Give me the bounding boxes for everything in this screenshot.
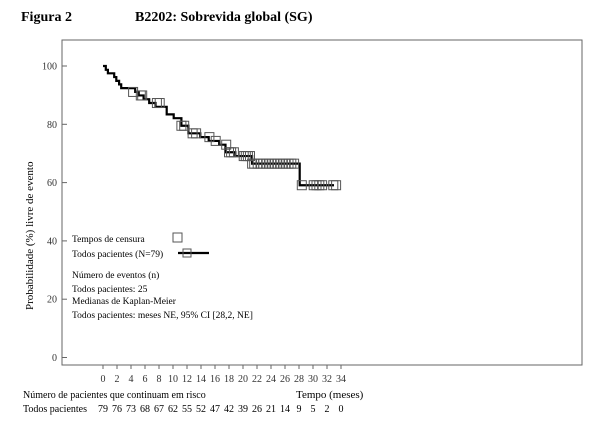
legend-censor-label: Tempos de censura: [72, 235, 145, 245]
censor-mark: [210, 135, 221, 146]
x-tick-label: 20: [238, 374, 248, 385]
x-tick-label: 4: [129, 374, 134, 385]
risk-count: 47: [210, 404, 220, 415]
y-tick-label: 40: [47, 236, 57, 247]
censor-mark: [317, 180, 328, 191]
y-tick-label: 20: [47, 295, 57, 306]
legend-series-label: Todos pacientes (N=79): [72, 249, 163, 260]
plot-frame: [61, 39, 583, 366]
risk-count: 67: [154, 404, 164, 415]
risk-count: 26: [252, 404, 262, 415]
risk-count: 62: [168, 404, 178, 415]
censor-mark: [137, 90, 148, 101]
x-tick-label: 16: [210, 374, 220, 385]
risk-count: 76: [112, 404, 122, 415]
y-tick-label: 60: [47, 178, 57, 189]
censor-mark: [191, 128, 202, 139]
risk-count: 9: [297, 404, 302, 415]
censor-mark: [154, 98, 165, 109]
risk-table-counts: 79 76 73 68 67 62 55 52 47 42 39 26 21 14 9 5 2 0: [98, 404, 344, 415]
risk-table-row-label: Todos pacientes: [23, 404, 87, 415]
x-tick-label: 30: [308, 374, 318, 385]
legend-censor-symbol: [172, 232, 183, 243]
risk-table-title: Número de pacientes que continuam em ris…: [23, 390, 206, 401]
x-tick-label: 0: [101, 374, 106, 385]
y-tick-label: 80: [47, 120, 57, 131]
x-tick-label: 14: [196, 374, 206, 385]
risk-count: 79: [98, 404, 108, 415]
x-tick-label: 8: [157, 374, 162, 385]
risk-count: 0: [339, 404, 344, 415]
legend-events-line: Todos pacientes: 25: [72, 285, 148, 295]
km-step-line: [103, 64, 334, 187]
x-tick-label: 32: [322, 374, 332, 385]
legend-events-title: Número de eventos (n): [72, 270, 159, 281]
x-tick-label: 18: [224, 374, 234, 385]
censor-mark: [289, 158, 300, 169]
censor-mark: [228, 147, 239, 158]
legend-median-line: Todos pacientes: meses NE, 95% CI [28,2,…: [72, 311, 253, 321]
risk-count: 21: [266, 404, 276, 415]
x-axis-label: Tempo (meses): [296, 389, 364, 401]
x-tick-label: 2: [115, 374, 120, 385]
figure-title: B2202: Sobrevida global (SG): [135, 10, 313, 25]
censor-mark: [204, 132, 215, 143]
risk-count: 73: [126, 404, 136, 415]
x-tick-label: 6: [143, 374, 148, 385]
risk-count: 52: [196, 404, 206, 415]
x-tick-label: 10: [168, 374, 178, 385]
risk-count: 55: [182, 404, 192, 415]
y-axis-ticks: 0 20 40 60 80 100: [42, 62, 67, 364]
y-tick-label: 100: [42, 62, 57, 73]
x-tick-label: 24: [266, 374, 276, 385]
figure-label: Figura 2: [21, 10, 72, 25]
censor-mark: [296, 180, 307, 191]
y-tick-label: 0: [52, 353, 57, 364]
risk-count: 39: [238, 404, 248, 415]
legend-series-symbol: [182, 248, 192, 258]
risk-count: 14: [280, 404, 290, 415]
y-axis-label: Probabilidade (%) livre de evento: [24, 161, 36, 310]
x-tick-label: 22: [252, 374, 262, 385]
risk-count: 68: [140, 404, 150, 415]
legend-median-title: Medianas de Kaplan-Meier: [72, 297, 177, 307]
x-tick-label: 26: [280, 374, 290, 385]
x-tick-label: 34: [336, 374, 346, 385]
x-axis-ticks: 0 2 4 6 8 10 12 14 16 18 20 22 24 26 28 30 32 34: [101, 365, 346, 385]
censor-mark: [331, 180, 342, 191]
risk-count: 42: [224, 404, 234, 415]
x-tick-label: 28: [294, 374, 304, 385]
risk-count: 5: [311, 404, 316, 415]
censor-marks-group: [128, 86, 342, 191]
censor-mark: [179, 120, 190, 131]
x-tick-label: 12: [182, 374, 192, 385]
risk-count: 2: [325, 404, 330, 415]
km-curve-group: [103, 64, 334, 187]
